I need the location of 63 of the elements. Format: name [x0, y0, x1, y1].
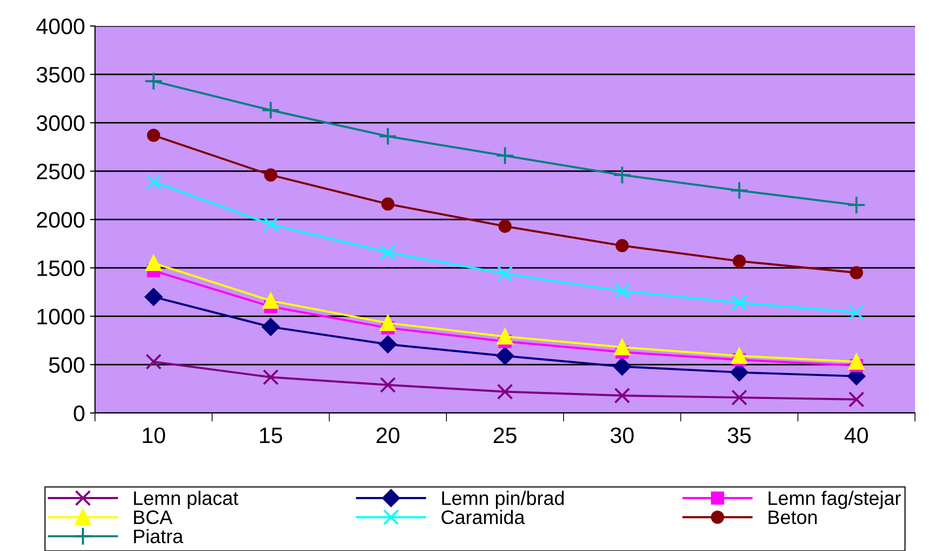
point: [378, 126, 398, 146]
point: [614, 283, 630, 300]
point: [614, 388, 630, 404]
x-tick-label: 25: [494, 427, 516, 444]
y-tick-label: 3000: [36, 115, 84, 132]
y-tick-label: 4000: [36, 18, 84, 34]
point: [380, 315, 396, 332]
legend-label: Lemn fag/stejar: [768, 490, 901, 509]
point: [848, 354, 864, 370]
point: [496, 347, 514, 365]
legend-label: Lemn pin/brad: [442, 490, 564, 509]
y-tick-label: 1500: [38, 260, 84, 276]
y-tick-label: 3500: [36, 66, 84, 83]
point: [262, 369, 279, 386]
point: [262, 216, 279, 232]
point: [613, 358, 632, 376]
legend-label: Lemn placat: [134, 490, 238, 509]
point: [614, 339, 630, 356]
point: [732, 254, 746, 268]
y-tick-label: 500: [49, 357, 84, 373]
y-tick-label: 2000: [36, 212, 84, 228]
point: [378, 335, 397, 354]
point: [731, 348, 748, 364]
point: [497, 328, 513, 345]
x-tick-label: 30: [610, 427, 634, 444]
point: [261, 100, 280, 120]
point: [498, 220, 512, 233]
point: [848, 391, 864, 408]
x-tick-label: 10: [142, 427, 166, 444]
point: [380, 376, 396, 393]
point: [381, 197, 394, 211]
point: [146, 174, 162, 190]
x-tick-label: 35: [728, 427, 751, 444]
x-tick-label: 40: [844, 427, 868, 444]
point: [497, 384, 513, 400]
legend-label: Caramida: [442, 510, 525, 524]
point: [847, 196, 866, 214]
point: [497, 266, 513, 282]
point: [146, 354, 162, 370]
point: [144, 72, 163, 91]
point: [731, 294, 748, 311]
legend-label: BCA: [134, 510, 172, 524]
legend-label: Beton: [768, 510, 817, 524]
point: [262, 292, 279, 309]
point: [850, 266, 864, 280]
point: [146, 128, 160, 142]
point: [616, 239, 629, 252]
point: [262, 318, 280, 336]
legend-label: Piatra: [134, 528, 184, 544]
y-tick-label: 2500: [36, 164, 84, 180]
point: [848, 304, 864, 320]
y-tick-label: 0: [74, 406, 84, 422]
x-tick-label: 15: [260, 428, 282, 444]
point: [146, 255, 162, 272]
point: [612, 166, 632, 184]
point: [496, 146, 514, 166]
y-tick-label: 1000: [38, 308, 84, 325]
point: [731, 390, 748, 406]
point: [730, 181, 749, 200]
point: [144, 288, 162, 306]
x-tick-label: 20: [376, 427, 400, 444]
point: [264, 168, 278, 182]
point: [380, 244, 396, 260]
